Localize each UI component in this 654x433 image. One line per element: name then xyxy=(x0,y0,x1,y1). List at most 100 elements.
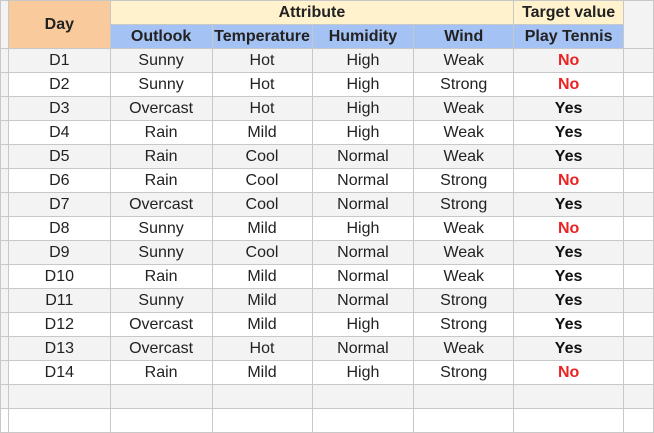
day-cell[interactable]: D4 xyxy=(7,120,111,145)
wind-cell[interactable]: Strong xyxy=(413,360,515,385)
row-gutter-cell[interactable] xyxy=(0,216,9,241)
row-gutter-cell[interactable] xyxy=(0,72,9,97)
wind-cell[interactable]: Strong xyxy=(413,288,515,313)
temperature-cell[interactable]: Mild xyxy=(211,288,313,313)
play-cell[interactable]: No xyxy=(513,216,625,241)
wind-cell[interactable]: Weak xyxy=(413,216,515,241)
empty-cell[interactable] xyxy=(513,408,625,433)
outlook-cell[interactable]: Sunny xyxy=(109,240,213,265)
empty-cell[interactable] xyxy=(623,120,654,145)
row-gutter-cell[interactable] xyxy=(0,120,9,145)
day-cell[interactable]: D7 xyxy=(7,192,111,217)
outlook-cell[interactable]: Sunny xyxy=(109,216,213,241)
empty-cell[interactable] xyxy=(7,384,111,409)
outlook-cell[interactable]: Overcast xyxy=(109,192,213,217)
outlook-cell[interactable]: Rain xyxy=(109,360,213,385)
wind-cell[interactable]: Weak xyxy=(413,264,515,289)
temperature-cell[interactable]: Hot xyxy=(211,336,313,361)
empty-cell[interactable] xyxy=(623,216,654,241)
empty-cell[interactable] xyxy=(623,0,654,49)
empty-cell[interactable] xyxy=(623,336,654,361)
wind-cell[interactable]: Weak xyxy=(413,336,515,361)
humidity-cell[interactable]: High xyxy=(311,216,415,241)
row-gutter-cell[interactable] xyxy=(0,264,9,289)
humidity-cell[interactable]: High xyxy=(311,72,415,97)
empty-cell[interactable] xyxy=(623,360,654,385)
empty-cell[interactable] xyxy=(513,384,625,409)
row-gutter-cell[interactable] xyxy=(0,192,9,217)
row-gutter-cell[interactable] xyxy=(0,240,9,265)
day-cell[interactable]: D5 xyxy=(7,144,111,169)
humidity-cell[interactable]: High xyxy=(311,312,415,337)
row-gutter-cell[interactable] xyxy=(0,288,9,313)
humidity-cell[interactable]: Normal xyxy=(311,264,415,289)
day-cell[interactable]: D12 xyxy=(7,312,111,337)
play-cell[interactable]: Yes xyxy=(513,192,625,217)
day-cell[interactable]: D10 xyxy=(7,264,111,289)
empty-cell[interactable] xyxy=(623,72,654,97)
row-gutter-cell[interactable] xyxy=(0,48,9,73)
target-value-header-cell[interactable]: Target value xyxy=(513,0,625,25)
humidity-cell[interactable]: Normal xyxy=(311,144,415,169)
humidity-cell[interactable]: High xyxy=(311,96,415,121)
outlook-cell[interactable]: Sunny xyxy=(109,48,213,73)
empty-cell[interactable] xyxy=(109,408,213,433)
empty-cell[interactable] xyxy=(623,288,654,313)
play-cell[interactable]: Yes xyxy=(513,336,625,361)
outlook-header-cell[interactable]: Outlook xyxy=(109,24,213,49)
humidity-cell[interactable]: Normal xyxy=(311,240,415,265)
row-gutter-cell[interactable] xyxy=(0,336,9,361)
humidity-cell[interactable]: Normal xyxy=(311,192,415,217)
empty-cell[interactable] xyxy=(623,168,654,193)
humidity-cell[interactable]: High xyxy=(311,120,415,145)
temperature-header-cell[interactable]: Temperature xyxy=(211,24,313,49)
temperature-cell[interactable]: Cool xyxy=(211,144,313,169)
day-cell[interactable]: D9 xyxy=(7,240,111,265)
row-gutter-cell[interactable] xyxy=(0,360,9,385)
play-cell[interactable]: No xyxy=(513,72,625,97)
humidity-cell[interactable]: Normal xyxy=(311,288,415,313)
wind-cell[interactable]: Strong xyxy=(413,168,515,193)
outlook-cell[interactable]: Overcast xyxy=(109,96,213,121)
empty-cell[interactable] xyxy=(623,96,654,121)
outlook-cell[interactable]: Rain xyxy=(109,144,213,169)
temperature-cell[interactable]: Mild xyxy=(211,312,313,337)
empty-cell[interactable] xyxy=(311,384,415,409)
empty-cell[interactable] xyxy=(109,384,213,409)
day-cell[interactable]: D2 xyxy=(7,72,111,97)
temperature-cell[interactable]: Hot xyxy=(211,48,313,73)
play-cell[interactable]: No xyxy=(513,360,625,385)
play-cell[interactable]: Yes xyxy=(513,240,625,265)
outlook-cell[interactable]: Rain xyxy=(109,168,213,193)
empty-cell[interactable] xyxy=(623,384,654,409)
empty-cell[interactable] xyxy=(623,48,654,73)
play-cell[interactable]: No xyxy=(513,48,625,73)
wind-cell[interactable]: Strong xyxy=(413,312,515,337)
empty-cell[interactable] xyxy=(211,384,313,409)
empty-cell[interactable] xyxy=(623,264,654,289)
day-cell[interactable]: D8 xyxy=(7,216,111,241)
temperature-cell[interactable]: Cool xyxy=(211,168,313,193)
temperature-cell[interactable]: Hot xyxy=(211,72,313,97)
day-cell[interactable]: D11 xyxy=(7,288,111,313)
outlook-cell[interactable]: Rain xyxy=(109,264,213,289)
wind-cell[interactable]: Strong xyxy=(413,72,515,97)
wind-cell[interactable]: Weak xyxy=(413,120,515,145)
temperature-cell[interactable]: Mild xyxy=(211,216,313,241)
wind-cell[interactable]: Strong xyxy=(413,192,515,217)
humidity-cell[interactable]: Normal xyxy=(311,168,415,193)
empty-cell[interactable] xyxy=(211,408,313,433)
temperature-cell[interactable]: Cool xyxy=(211,192,313,217)
temperature-cell[interactable]: Cool xyxy=(211,240,313,265)
outlook-cell[interactable]: Sunny xyxy=(109,288,213,313)
day-cell[interactable]: D14 xyxy=(7,360,111,385)
outlook-cell[interactable]: Overcast xyxy=(109,312,213,337)
humidity-cell[interactable]: Normal xyxy=(311,336,415,361)
day-cell[interactable]: D3 xyxy=(7,96,111,121)
empty-cell[interactable] xyxy=(623,408,654,433)
play-cell[interactable]: Yes xyxy=(513,264,625,289)
temperature-cell[interactable]: Mild xyxy=(211,360,313,385)
empty-cell[interactable] xyxy=(623,192,654,217)
outlook-cell[interactable]: Rain xyxy=(109,120,213,145)
temperature-cell[interactable]: Mild xyxy=(211,120,313,145)
